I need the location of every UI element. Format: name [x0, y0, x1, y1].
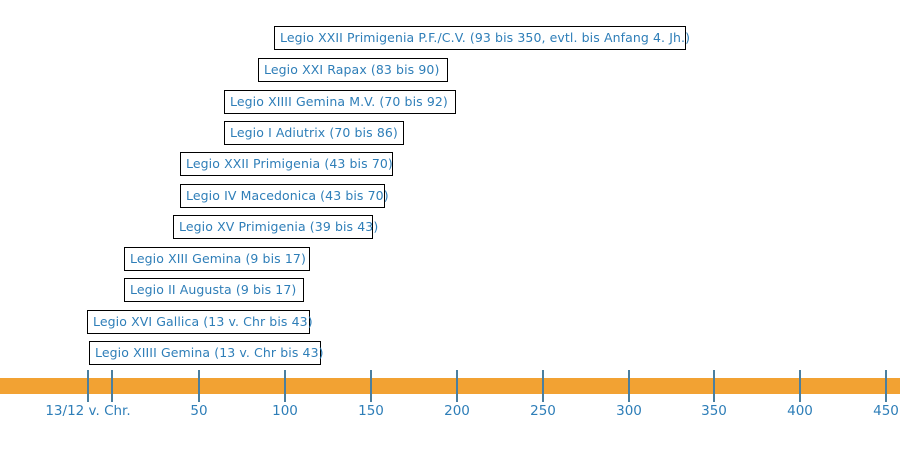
legion-label-box: Legio II Augusta (9 bis 17) — [124, 278, 304, 302]
axis-tick-label: 450 — [873, 403, 899, 419]
legion-label-box: Legio I Adiutrix (70 bis 86) — [224, 121, 404, 145]
legion-label-box: Legio XXII Primigenia (43 bis 70) — [180, 152, 393, 176]
axis-tick-mark — [198, 370, 200, 402]
legion-label-box: Legio XV Primigenia (39 bis 43) — [173, 215, 378, 239]
axis-tick-mark — [542, 370, 544, 402]
timeline-axis-bar — [0, 378, 900, 394]
axis-tick-mark — [456, 370, 458, 402]
axis-tick-label: 150 — [358, 403, 384, 419]
axis-tick-mark — [799, 370, 801, 402]
axis-tick-label: 13/12 v. Chr. — [45, 403, 131, 419]
axis-tick-mark — [87, 370, 89, 402]
legion-label-box: Legio XIIII Gemina M.V. (70 bis 92) — [224, 90, 456, 114]
axis-tick-mark — [713, 370, 715, 402]
axis-tick-mark — [628, 370, 630, 402]
axis-tick-label: 250 — [530, 403, 556, 419]
legion-label-box: Legio XVI Gallica (13 v. Chr bis 43) — [87, 310, 313, 334]
legion-label-box: Legio XXII Primigenia P.F./C.V. (93 bis … — [274, 26, 690, 50]
legion-label-box: Legio XXI Rapax (83 bis 90) — [258, 58, 448, 82]
axis-tick-label: 100 — [272, 403, 298, 419]
legion-label-box: Legio IV Macedonica (43 bis 70) — [180, 184, 389, 208]
axis-tick-label: 400 — [787, 403, 813, 419]
axis-tick-mark — [370, 370, 372, 402]
legion-label-box: Legio XIII Gemina (9 bis 17) — [124, 247, 310, 271]
axis-tick-label: 50 — [190, 403, 208, 419]
axis-tick-label: 200 — [444, 403, 470, 419]
legion-label-box: Legio XIIII Gemina (13 v. Chr bis 43) — [89, 341, 324, 365]
axis-tick-label: 350 — [701, 403, 727, 419]
axis-tick-mark — [284, 370, 286, 402]
axis-tick-mark — [885, 370, 887, 402]
axis-tick-label: 300 — [616, 403, 642, 419]
axis-tick-mark — [111, 370, 113, 402]
